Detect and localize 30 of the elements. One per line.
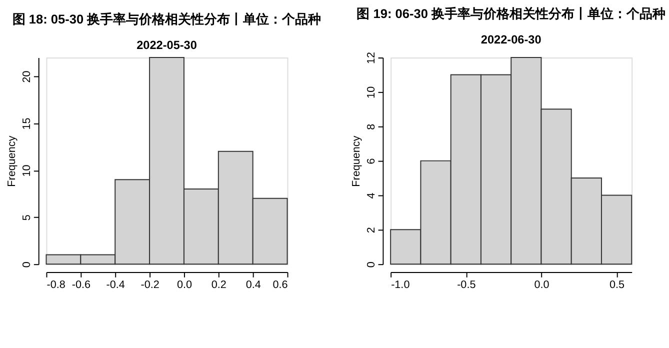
x-tick-label: -0.2: [140, 279, 160, 292]
x-tick-label: -0.4: [106, 279, 125, 292]
x-tick-label: 0.4: [246, 279, 261, 292]
chart-title: 图 19: 06-30 换手率与价格相关性分布丨单位：个品种: [356, 6, 666, 22]
x-tick-label: -0.5: [457, 279, 476, 292]
y-tick-label: 15: [21, 118, 34, 130]
y-tick-label: 0: [21, 262, 34, 268]
y-axis-title: Frequency: [6, 135, 18, 187]
x-tick-label: 0.5: [610, 279, 625, 292]
y-tick-label: 20: [21, 70, 34, 83]
y-tick-label: 10: [21, 164, 34, 177]
y-tick-label: 12: [365, 52, 378, 64]
chart-subtitle: 2022-06-30: [480, 32, 542, 47]
y-axis-title: Frequency: [350, 135, 363, 187]
y-tick-label: 8: [365, 124, 378, 130]
y-tick-label: 5: [21, 214, 34, 221]
x-tick-label: 0.0: [534, 279, 550, 292]
x-tick-label: -0.6: [72, 279, 90, 292]
chart-subtitle: 2022-05-30: [136, 38, 198, 52]
y-tick-label: 10: [365, 86, 378, 98]
x-tick-label: -1.0: [391, 279, 410, 292]
y-tick-label: 0: [365, 262, 378, 268]
chart-title: 图 18: 05-30 换手率与价格相关性分布丨单位：个品种: [12, 12, 322, 27]
y-tick-label: 2: [365, 227, 378, 234]
x-tick-label: 0.0: [176, 279, 192, 292]
x-tick-label: 0.6: [272, 279, 288, 292]
x-tick-label: -0.8: [46, 279, 66, 292]
x-tick-label: 0.2: [211, 279, 226, 292]
y-tick-label: 4: [365, 192, 378, 199]
y-tick-label: 6: [365, 158, 378, 164]
